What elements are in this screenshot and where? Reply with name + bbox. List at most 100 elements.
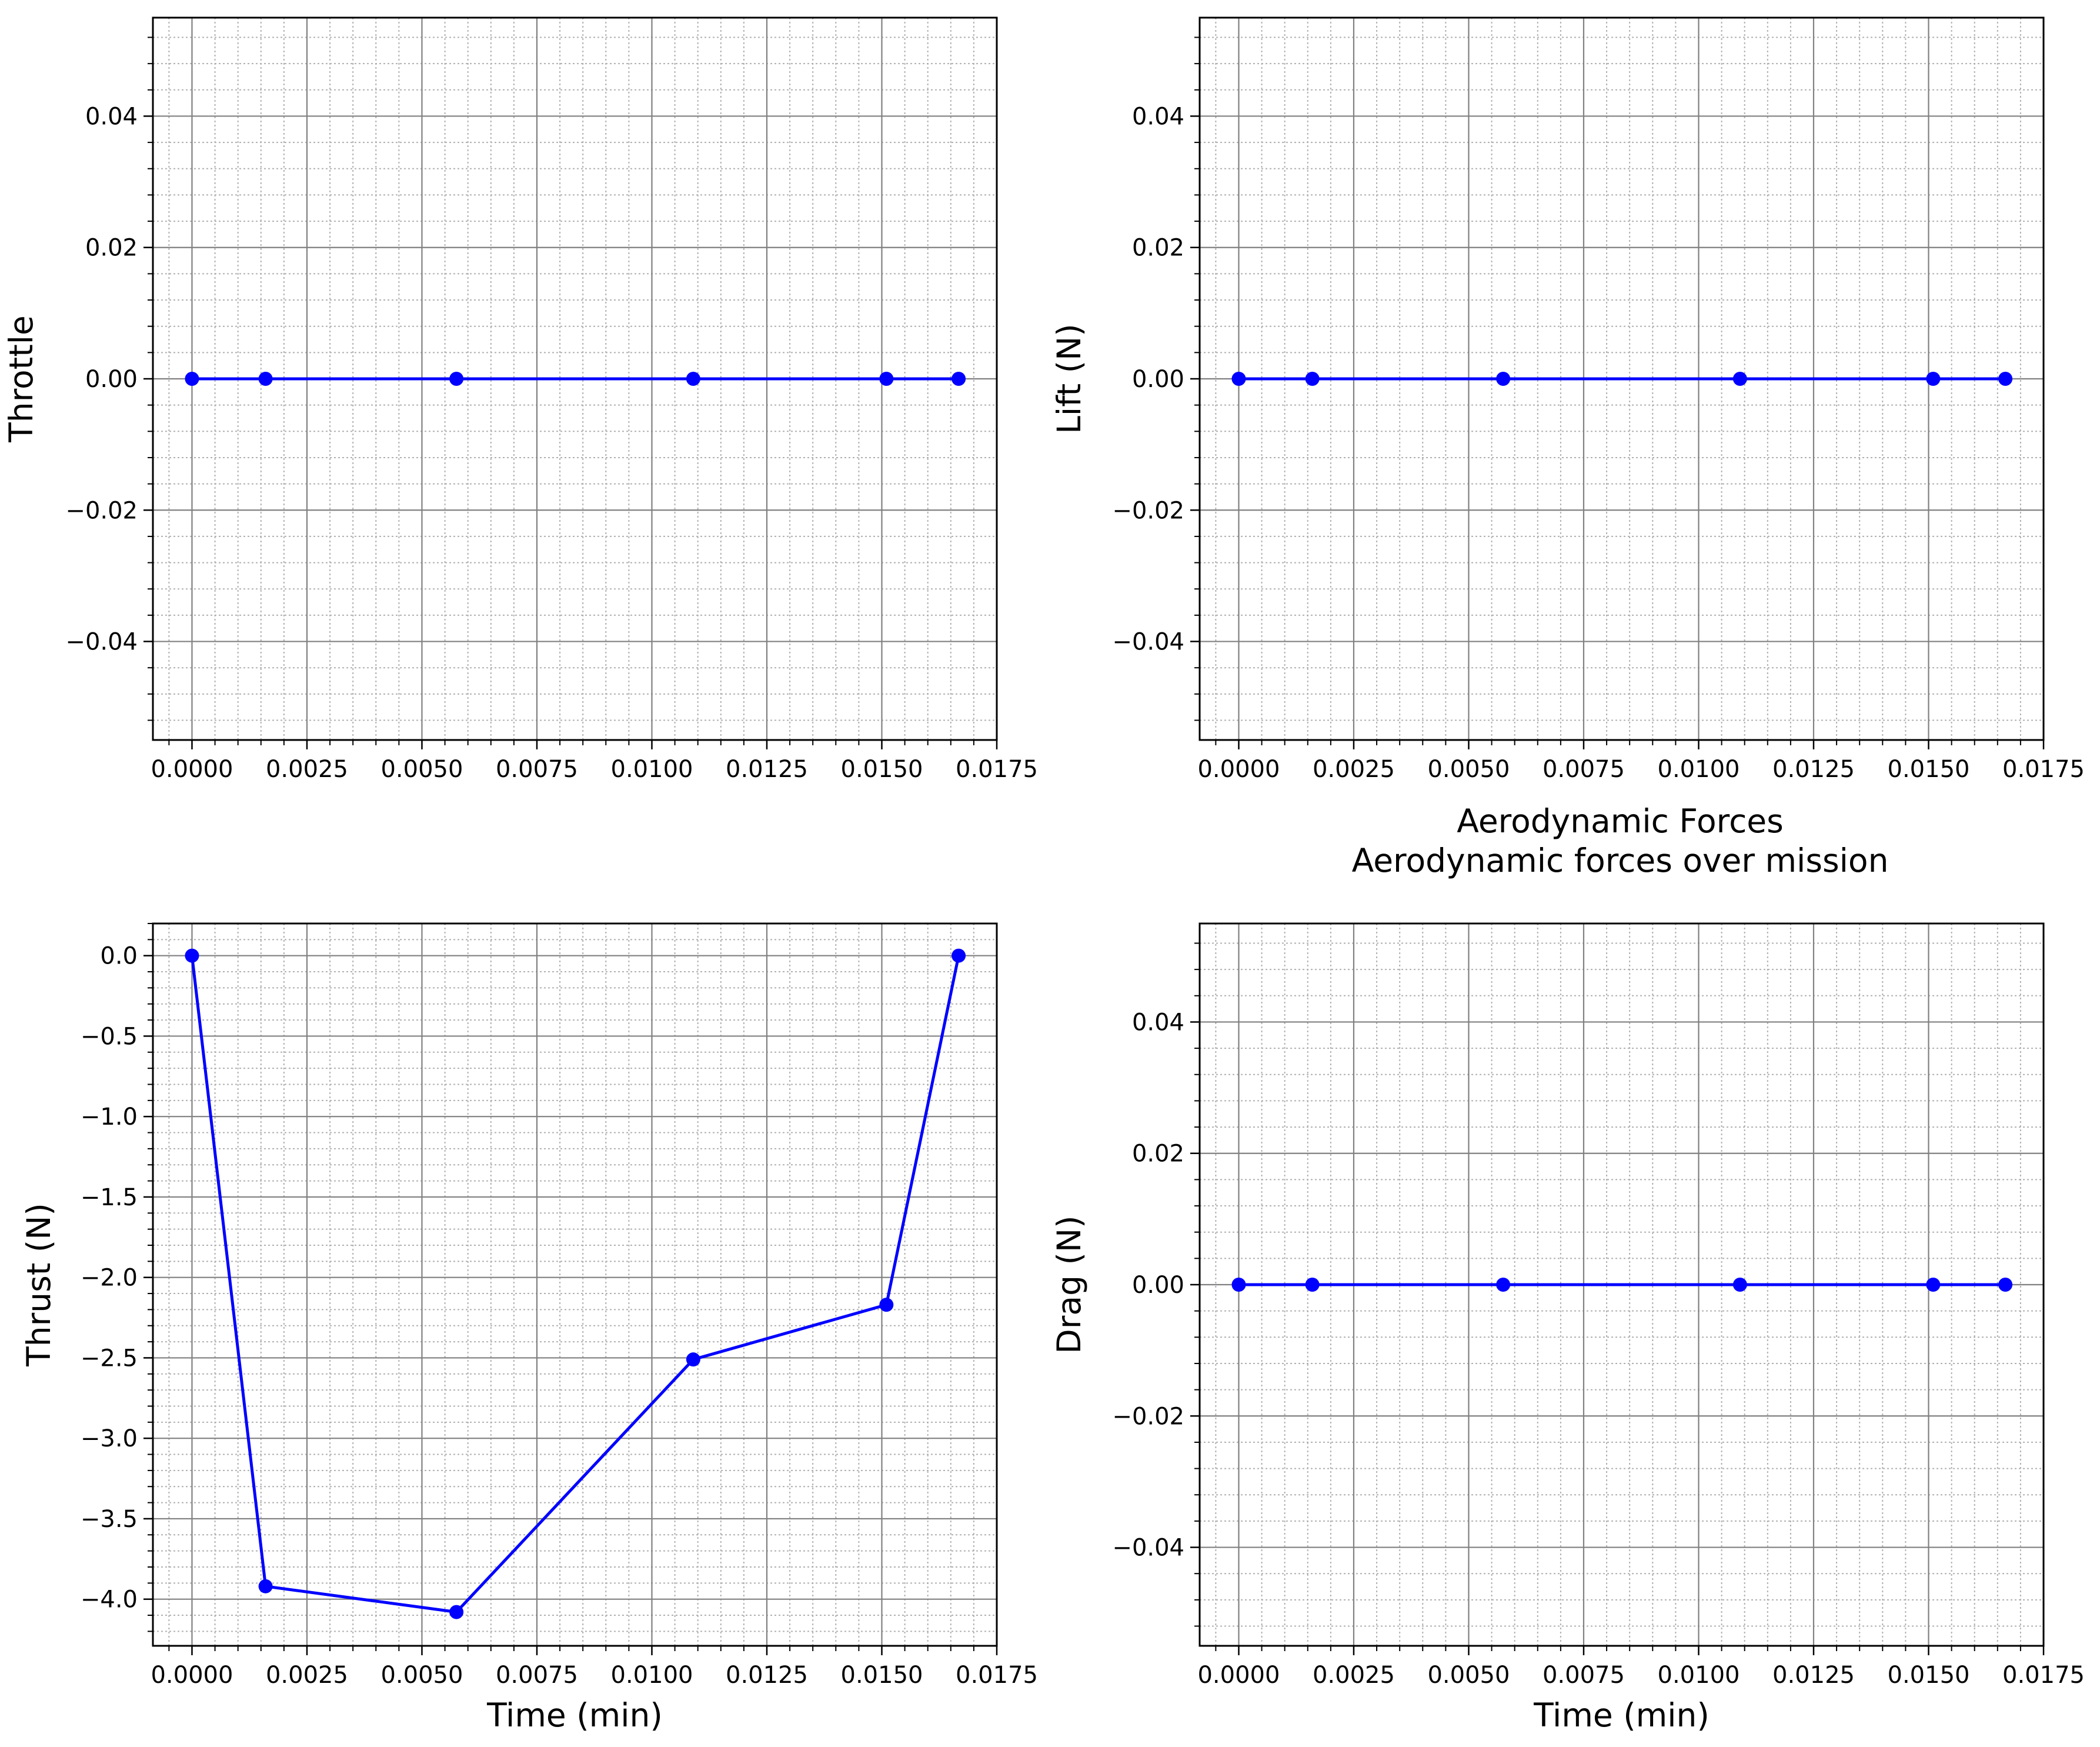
x-tick-label: 0.0175 [956,756,1038,783]
x-tick-label: 0.0100 [611,756,693,783]
axes-frame [1198,922,2045,1647]
data-point [951,948,966,963]
x-tick-label: 0.0075 [1543,756,1625,783]
axes-frame [152,16,998,741]
x-tick-label: 0.0000 [151,756,233,783]
x-tick-label: 0.0075 [1543,1662,1625,1689]
x-tick-label: 0.0150 [841,1662,923,1689]
x-tick-label: 0.0025 [1313,1662,1395,1689]
data-point [1926,1278,1941,1292]
x-axis-label: Time (min) [1533,1696,1710,1734]
x-tick-label: 0.0000 [151,1662,233,1689]
x-tick-label: 0.0125 [726,1662,808,1689]
y-tick-label: 0.00 [1132,366,1184,393]
x-tick-label: 0.0050 [380,1662,463,1689]
y-axis-label: Throttle [2,315,40,443]
figure-subtitle: Aerodynamic forces over mission [1352,842,1889,879]
data-point [879,1298,894,1312]
thrust-panel: 0.0000 0.0025 0.0050 0.0075 0.0100 0.0125 0.01… [20,922,1038,1734]
x-tick-label: 0.0125 [1772,756,1855,783]
y-tick-label: 0.02 [1132,235,1184,262]
data-point [1496,372,1511,386]
drag-panel: 0.0000 0.0025 0.0050 0.0075 0.0100 0.0125 0.01… [1050,922,2085,1734]
data-point [1732,1278,1747,1292]
y-tick-label: 0.00 [1132,1272,1184,1299]
data-point [1496,1278,1511,1292]
y-tick-label: −3.5 [81,1506,138,1533]
minor-grid [148,18,997,745]
data-point [1305,372,1320,386]
x-tick-label: 0.0100 [1658,756,1740,783]
y-tick-label: −0.02 [1112,1403,1184,1430]
y-tick-label: −0.04 [65,629,138,656]
data-point [1231,1278,1246,1292]
x-tick-label: 0.0050 [1427,756,1510,783]
x-axis-label: Time (min) [486,1696,663,1734]
x-tick-label: 0.0150 [841,756,923,783]
data-point [686,1352,700,1367]
x-tick-label: 0.0050 [1427,1662,1510,1689]
minor-grid [148,923,997,1651]
data-point [879,372,894,386]
data-point [1998,372,2013,386]
data-point [951,372,966,386]
x-tick-label: 0.0150 [1888,756,1970,783]
data-point [686,372,700,386]
x-tick-label: 0.0050 [380,756,463,783]
axes-frame [152,922,998,1647]
data-point [1732,372,1747,386]
x-tick-label: 0.0075 [496,756,578,783]
minor-grid [1194,18,2044,745]
y-tick-label: 0.02 [1132,1141,1184,1168]
data-point [1231,372,1246,386]
series-line [190,955,960,1614]
data-point [185,948,199,963]
x-tick-label: 0.0125 [726,756,808,783]
data-point [1998,1278,2013,1292]
x-tick-label: 0.0150 [1888,1662,1970,1689]
x-tick-label: 0.0175 [2002,756,2085,783]
throttle-panel: 0.0000 0.0025 0.0050 0.0075 0.0100 0.0125 0.01… [2,16,1038,783]
y-axis-label: Drag (N) [1050,1215,1088,1353]
data-point [1926,372,1941,386]
data-point [258,372,273,386]
x-tick-label: 0.0175 [956,1662,1038,1689]
y-tick-label: −4.0 [81,1586,138,1613]
data-point [449,1605,464,1619]
y-tick-label: 0.0 [100,943,138,970]
figure-title: Aerodynamic Forces [1457,802,1784,840]
data-point [1305,1278,1320,1292]
y-tick-label: −0.04 [1112,629,1184,656]
y-tick-label: −0.5 [81,1023,138,1050]
x-tick-label: 0.0125 [1772,1662,1855,1689]
y-tick-label: −0.04 [1112,1535,1184,1562]
y-tick-label: −2.0 [81,1265,138,1292]
y-tick-label: −2.5 [81,1345,138,1372]
y-axis-label: Thrust (N) [20,1203,58,1367]
x-tick-label: 0.0025 [266,1662,348,1689]
y-tick-label: −3.0 [81,1425,138,1452]
data-point [449,372,464,386]
y-tick-label: 0.04 [1132,1009,1184,1036]
y-tick-label: 0.02 [85,235,138,262]
lift-panel: 0.0000 0.0025 0.0050 0.0075 0.0100 0.0125 0.01… [1050,16,2085,783]
y-tick-label: 0.04 [85,103,138,130]
x-tick-label: 0.0100 [1658,1662,1740,1689]
y-tick-label: −1.0 [81,1103,138,1131]
y-tick-label: 0.00 [85,366,138,393]
data-point [185,372,199,386]
y-tick-label: −0.02 [65,497,138,524]
y-tick-label: −0.02 [1112,497,1184,524]
y-axis-label: Lift (N) [1050,324,1088,434]
x-tick-label: 0.0025 [1313,756,1395,783]
y-tick-label: −1.5 [81,1184,138,1211]
minor-grid [1194,923,2044,1651]
data-point [258,1579,273,1593]
x-tick-label: 0.0000 [1197,1662,1280,1689]
axes-frame [1198,16,2045,741]
x-tick-label: 0.0025 [266,756,348,783]
y-tick-label: 0.04 [1132,103,1184,130]
x-tick-label: 0.0175 [2002,1662,2085,1689]
x-tick-label: 0.0000 [1197,756,1280,783]
